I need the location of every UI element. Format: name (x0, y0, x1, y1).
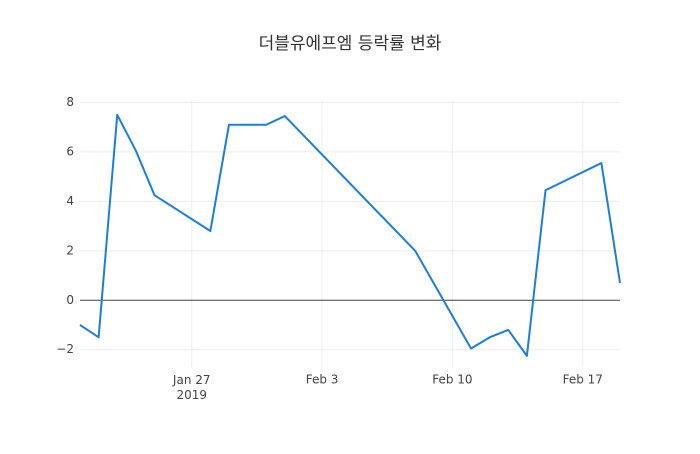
x-tick-label: Feb 10 (432, 373, 472, 387)
x-tick-label: Jan 27 2019 (172, 373, 211, 402)
line (79, 113, 621, 357)
x-tick-label: Feb 3 (306, 373, 339, 387)
y-tick-label: 4 (66, 194, 74, 208)
chart-title: 더블유에프엠 등락률 변화 (259, 34, 442, 54)
y-tick-label: 8 (66, 95, 74, 109)
y-tick-label: −2 (56, 342, 74, 356)
x-tick-label: Feb 17 (563, 373, 603, 387)
y-tick-label: 0 (66, 293, 74, 307)
y-tick-label: 6 (66, 144, 74, 158)
y-tick-label: 2 (66, 243, 74, 257)
